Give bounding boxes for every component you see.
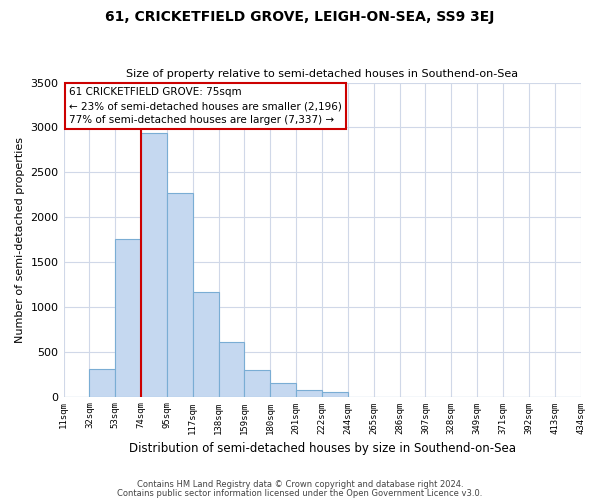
Bar [244, 370, 271, 396]
Text: 61 CRICKETFIELD GROVE: 75sqm
← 23% of semi-detached houses are smaller (2,196)
7: 61 CRICKETFIELD GROVE: 75sqm ← 23% of se… [69, 88, 341, 126]
Bar [218, 342, 244, 396]
Bar [193, 292, 218, 397]
Text: Contains HM Land Registry data © Crown copyright and database right 2024.: Contains HM Land Registry data © Crown c… [137, 480, 463, 489]
Title: Size of property relative to semi-detached houses in Southend-on-Sea: Size of property relative to semi-detach… [126, 69, 518, 79]
Text: 61, CRICKETFIELD GROVE, LEIGH-ON-SEA, SS9 3EJ: 61, CRICKETFIELD GROVE, LEIGH-ON-SEA, SS… [106, 10, 494, 24]
Bar [167, 193, 193, 396]
Bar [115, 238, 141, 396]
Bar [141, 133, 167, 396]
Bar [89, 368, 115, 396]
Y-axis label: Number of semi-detached properties: Number of semi-detached properties [15, 136, 25, 342]
X-axis label: Distribution of semi-detached houses by size in Southend-on-Sea: Distribution of semi-detached houses by … [128, 442, 515, 455]
Bar [296, 390, 322, 396]
Text: Contains public sector information licensed under the Open Government Licence v3: Contains public sector information licen… [118, 488, 482, 498]
Bar [322, 392, 348, 396]
Bar [271, 383, 296, 396]
